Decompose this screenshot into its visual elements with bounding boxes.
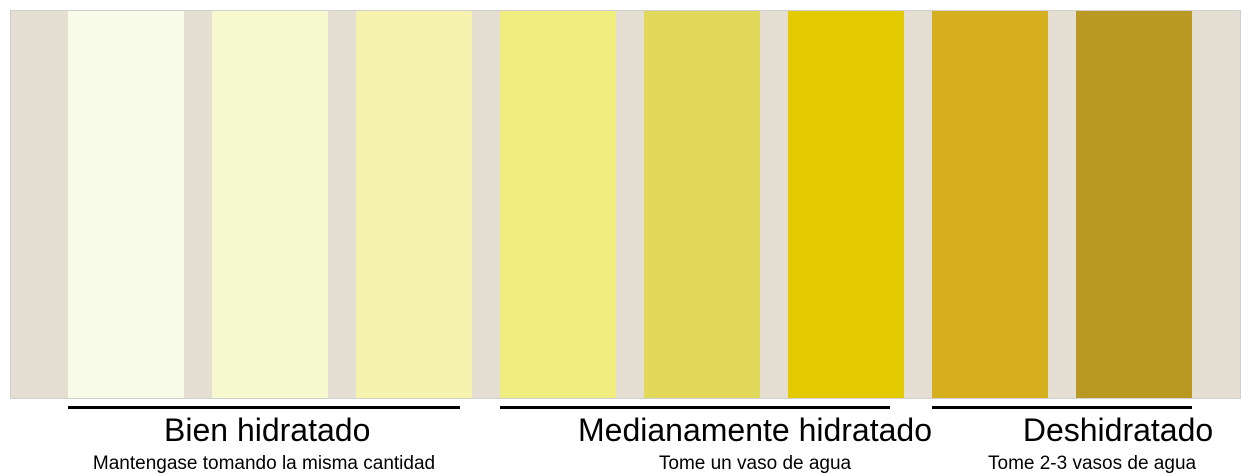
color-swatch-4 [500, 11, 616, 398]
color-swatch-7 [932, 11, 1048, 398]
group-title-moderately-hydrated: Medianamente hidratado [577, 412, 932, 448]
color-swatch-5 [644, 11, 760, 398]
group-title-dehydrated: Deshidratado [1022, 412, 1214, 448]
group-title-well-hydrated: Bien hidratado [164, 412, 371, 448]
color-scale-panel [10, 10, 1241, 399]
color-swatch-3 [356, 11, 472, 398]
group-line-dehydrated [932, 406, 1192, 409]
group-desc-well-hydrated: Mantengase tomando la misma cantidad [92, 453, 436, 474]
color-swatch-6 [788, 11, 904, 398]
group-desc-moderately-hydrated: Tome un vaso de agua [658, 453, 852, 474]
color-swatch-8 [1076, 11, 1192, 398]
group-line-moderately-hydrated [500, 406, 890, 409]
group-line-well-hydrated [68, 406, 460, 409]
color-swatch-1 [68, 11, 184, 398]
color-swatch-2 [212, 11, 328, 398]
group-desc-dehydrated: Tome 2-3 vasos de agua [988, 453, 1197, 474]
